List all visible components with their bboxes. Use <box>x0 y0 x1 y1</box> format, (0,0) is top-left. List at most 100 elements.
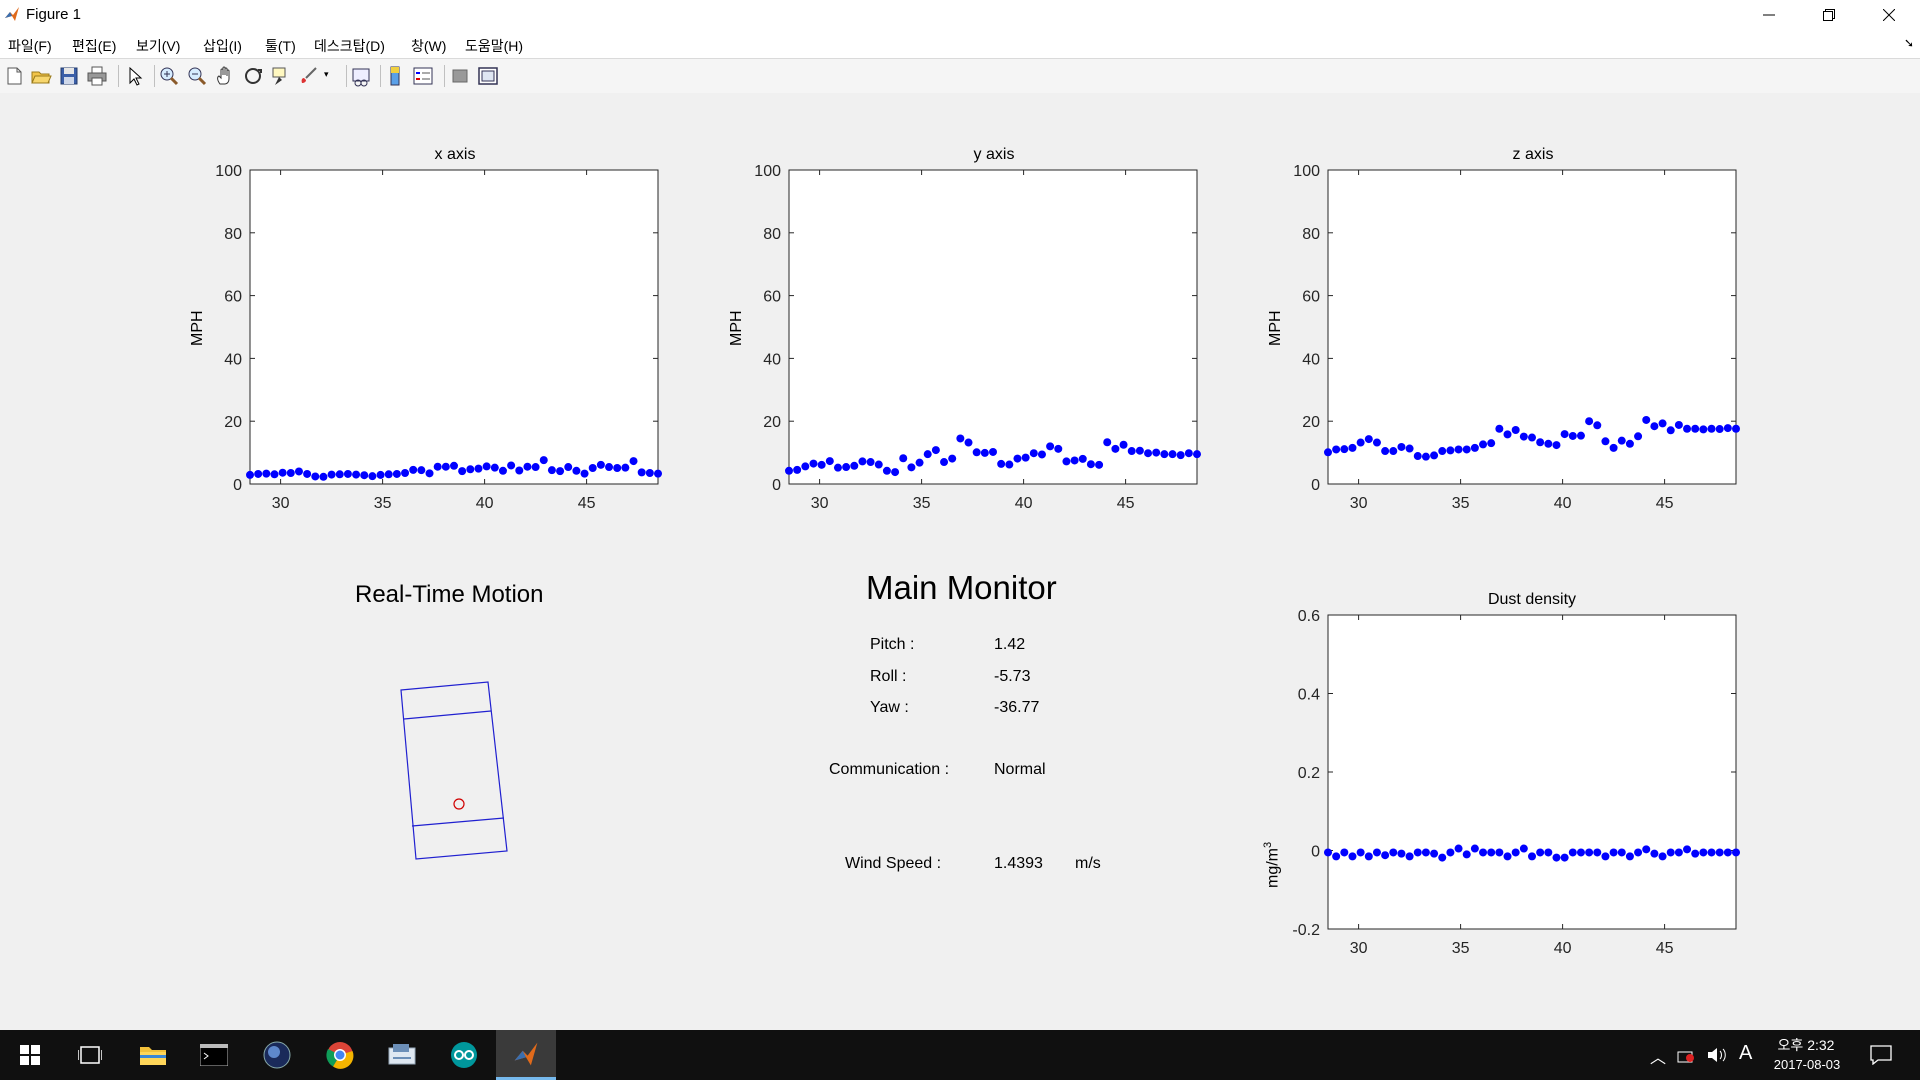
network-icon[interactable] <box>1676 1046 1696 1064</box>
motion-center-marker <box>453 798 465 810</box>
volume-icon[interactable] <box>1706 1046 1728 1064</box>
z-axis-point <box>1405 444 1414 453</box>
z-axis-point <box>1421 452 1430 461</box>
x-axis-point <box>621 463 630 472</box>
y-axis-xtick-label: 40 <box>1015 495 1033 512</box>
data-cursor-icon[interactable] <box>270 65 292 87</box>
x-axis-point <box>319 472 328 481</box>
dust-density-point <box>1397 849 1406 858</box>
zoom-in-icon[interactable] <box>158 65 180 87</box>
zoom-out-icon[interactable] <box>186 65 208 87</box>
legend-icon[interactable] <box>412 65 434 87</box>
pointer-icon[interactable] <box>124 65 146 87</box>
z-axis-point <box>1487 439 1496 448</box>
brush-dropdown-icon[interactable]: ▾ <box>324 69 329 79</box>
start-button[interactable] <box>0 1030 60 1080</box>
x-axis-ytick-label: 100 <box>215 163 242 180</box>
menu-view[interactable]: 보기(V) <box>136 38 181 54</box>
z-axis-ytick-label: 100 <box>1293 163 1320 180</box>
save-icon[interactable] <box>58 65 80 87</box>
y-axis-point <box>989 447 997 456</box>
x-axis-point <box>278 468 287 477</box>
hide-plot-tools-icon[interactable] <box>449 65 471 87</box>
pan-hand-icon[interactable] <box>214 65 236 87</box>
chrome-icon <box>326 1042 354 1069</box>
dust-density-point <box>1699 848 1708 857</box>
x-axis-point <box>441 462 450 471</box>
window-title: Figure 1 <box>26 6 82 23</box>
taskbar-chrome[interactable] <box>310 1030 370 1080</box>
dust-density-point <box>1707 848 1716 857</box>
taskbar-browser-orb[interactable] <box>247 1030 307 1080</box>
z-axis-point <box>1438 447 1447 456</box>
link-plot-icon[interactable] <box>350 65 372 87</box>
print-icon[interactable] <box>86 65 108 87</box>
z-axis-point <box>1381 447 1390 456</box>
dust-density-point <box>1560 853 1569 862</box>
yaw-label: Yaw : <box>870 699 909 716</box>
task-view-button[interactable] <box>60 1030 120 1080</box>
dock-arrow-icon[interactable]: ➘ <box>1903 36 1914 50</box>
z-axis-point <box>1617 436 1626 445</box>
menu-desktop[interactable]: 데스크탑(D) <box>314 38 385 54</box>
y-axis-point <box>793 465 802 474</box>
taskbar-control-panel[interactable] <box>372 1030 432 1080</box>
menu-edit[interactable]: 편집(E) <box>72 38 117 54</box>
action-center-icon[interactable] <box>1870 1045 1892 1065</box>
dust-density-point <box>1691 849 1700 858</box>
x-axis-point <box>629 457 638 466</box>
y-axis-point <box>1144 449 1153 458</box>
z-axis-point <box>1544 439 1553 448</box>
y-axis-xtick-label: 45 <box>1117 495 1135 512</box>
x-axis-point <box>425 469 434 478</box>
z-axis-point <box>1340 445 1349 454</box>
x-axis-point <box>335 470 344 479</box>
tray-overflow-icon[interactable]: ︿ <box>1650 1050 1667 1067</box>
new-figure-icon[interactable] <box>3 65 25 87</box>
clock-time[interactable]: 오후 2:32 <box>1777 1037 1835 1053</box>
x-axis-point <box>645 469 654 478</box>
dust-density-xtick-label: 30 <box>1350 940 1368 957</box>
x-axis-point <box>547 466 556 475</box>
menu-help[interactable]: 도움말(H) <box>465 38 524 54</box>
y-axis-point <box>891 468 900 477</box>
x-axis-point <box>482 462 491 471</box>
dust-density-title: Dust density <box>1487 591 1577 608</box>
taskbar-arduino[interactable] <box>434 1030 494 1080</box>
close-icon <box>1883 9 1895 21</box>
menu-tools[interactable]: 툴(T) <box>265 38 296 54</box>
dust-density-point <box>1674 848 1683 857</box>
open-file-icon[interactable] <box>30 65 52 87</box>
close-button[interactable] <box>1860 0 1918 30</box>
menu-window[interactable]: 창(W) <box>411 38 447 54</box>
y-axis-ytick-label: 20 <box>763 414 781 431</box>
dust-density-point <box>1348 852 1357 861</box>
y-axis-point <box>785 466 793 475</box>
x-axis-point <box>294 467 303 476</box>
taskbar-terminal[interactable] <box>184 1030 244 1080</box>
taskbar-file-explorer[interactable] <box>123 1030 183 1080</box>
y-axis-point <box>882 466 891 475</box>
z-axis-point <box>1707 424 1716 433</box>
minimize-button[interactable] <box>1740 0 1798 30</box>
dust-density-point <box>1421 848 1430 857</box>
show-plot-tools-icon[interactable] <box>477 65 499 87</box>
x-axis-point <box>368 472 377 481</box>
brush-icon[interactable] <box>298 65 320 87</box>
x-axis-plot: 0 20 40 60 80 100 30 35 40 45 <box>215 163 662 512</box>
z-axis-point <box>1658 419 1667 428</box>
clock-date[interactable]: 2017-08-03 <box>1773 1057 1841 1072</box>
rotate-3d-icon[interactable] <box>242 65 264 87</box>
dust-density-point <box>1625 852 1634 861</box>
y-axis-point <box>907 463 916 472</box>
menu-insert[interactable]: 삽입(I) <box>203 38 242 54</box>
ime-indicator[interactable]: A <box>1739 1042 1753 1064</box>
restore-button[interactable] <box>1800 0 1858 30</box>
colorbar-icon[interactable] <box>384 65 406 87</box>
taskbar-matlab[interactable] <box>496 1030 556 1080</box>
menu-file[interactable]: 파일(F) <box>8 38 52 54</box>
dust-ylabel-text: mg/m <box>1264 848 1282 888</box>
task-view-icon <box>78 1046 102 1064</box>
z-axis-point <box>1356 438 1365 447</box>
